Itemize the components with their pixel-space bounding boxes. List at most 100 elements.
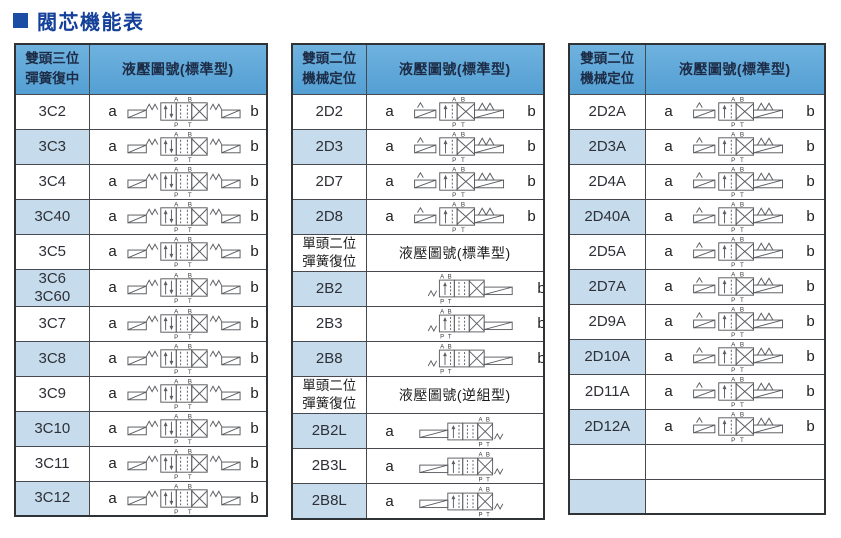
svg-text:A: A bbox=[452, 166, 457, 173]
spool-code-cell: 3C5 bbox=[14, 233, 90, 270]
spool-code-cell: 2D10A bbox=[568, 338, 646, 375]
svg-text:A: A bbox=[731, 236, 736, 243]
spool-code-cell: 2D7 bbox=[291, 163, 367, 200]
svg-text:P: P bbox=[731, 402, 735, 408]
spool-code-cell: 3C8 bbox=[14, 340, 90, 377]
spool-code-cell: 3C9 bbox=[14, 375, 90, 412]
svg-text:T: T bbox=[447, 335, 451, 341]
spool-type-header: 雙頭三位 彈簧復中 bbox=[14, 43, 90, 95]
svg-text:T: T bbox=[486, 512, 490, 518]
side-b-label: b bbox=[250, 350, 259, 367]
side-a-label: a bbox=[664, 348, 673, 365]
svg-text:P: P bbox=[452, 157, 456, 163]
spool-code-cell: 3C12 bbox=[14, 480, 90, 517]
side-b-label: b bbox=[527, 138, 536, 155]
spool-code-cell: 2D12A bbox=[568, 408, 646, 445]
table-row: 3C8 a A B P T b bbox=[14, 340, 268, 377]
spool-code-cell: 3C40 bbox=[14, 198, 90, 235]
valve-3pos-solenoid-spring-centered-icon: A B P T bbox=[126, 412, 242, 445]
spool-code-cell: 2D2 bbox=[291, 93, 367, 130]
diagram-header: 液壓圖號(標準型) bbox=[644, 43, 826, 95]
svg-text:A: A bbox=[731, 376, 736, 383]
side-a-label: a bbox=[108, 455, 117, 472]
svg-text:A: A bbox=[174, 272, 179, 279]
svg-text:P: P bbox=[731, 122, 735, 128]
svg-text:T: T bbox=[486, 477, 490, 483]
side-a-label: a bbox=[664, 103, 673, 120]
side-b-label: b bbox=[806, 383, 815, 400]
diagram-header: 液壓圖號(標準型) bbox=[365, 43, 545, 95]
svg-text:P: P bbox=[174, 298, 178, 304]
svg-text:A: A bbox=[174, 413, 179, 420]
valve-3pos-solenoid-spring-centered-icon: A B P T bbox=[126, 235, 242, 268]
svg-text:B: B bbox=[460, 166, 464, 173]
svg-text:A: A bbox=[452, 131, 457, 138]
svg-text:B: B bbox=[187, 378, 191, 385]
spool-code-cell: 2B3 bbox=[291, 305, 367, 342]
table-row: 3C4 a A B P T b bbox=[14, 163, 268, 200]
side-a-label: a bbox=[108, 350, 117, 367]
svg-text:T: T bbox=[740, 402, 744, 408]
svg-text:T: T bbox=[187, 298, 191, 304]
table-row: 3C40 a A B P T b bbox=[14, 198, 268, 235]
svg-text:T: T bbox=[740, 192, 744, 198]
side-b-label: b bbox=[250, 385, 259, 402]
svg-text:P: P bbox=[731, 227, 735, 233]
svg-text:B: B bbox=[187, 131, 191, 138]
svg-text:T: T bbox=[740, 227, 744, 233]
svg-text:P: P bbox=[731, 437, 735, 443]
side-a-label: a bbox=[385, 173, 394, 190]
svg-text:B: B bbox=[187, 272, 191, 279]
side-a-label: a bbox=[385, 208, 394, 225]
side-a-label: a bbox=[385, 492, 394, 510]
side-a-label: a bbox=[664, 208, 673, 225]
side-b-label: b bbox=[250, 279, 259, 296]
table-row bbox=[568, 478, 826, 515]
spool-code-cell: 3C6 3C60 bbox=[14, 268, 90, 307]
diagram-subheader: 液壓圖號(標準型) bbox=[365, 233, 545, 272]
table-row: 3C9 a A B P T b bbox=[14, 375, 268, 412]
svg-text:B: B bbox=[187, 201, 191, 208]
spool-code-cell: 2B8 bbox=[291, 340, 367, 377]
side-b-label: b bbox=[250, 173, 259, 190]
svg-text:T: T bbox=[187, 439, 191, 445]
svg-text:P: P bbox=[174, 227, 178, 233]
svg-text:T: T bbox=[187, 262, 191, 268]
svg-text:T: T bbox=[740, 122, 744, 128]
section-header-row: 單頭二位 彈簧復位 液壓圖號(標準型) bbox=[291, 233, 545, 272]
svg-text:A: A bbox=[174, 96, 179, 103]
side-b-label: b bbox=[529, 350, 543, 367]
svg-text:P: P bbox=[174, 157, 178, 163]
svg-text:B: B bbox=[739, 166, 743, 173]
valve-3pos-solenoid-spring-centered-icon: A B P T bbox=[126, 165, 242, 198]
side-a-label: a bbox=[664, 313, 673, 330]
svg-text:A: A bbox=[731, 166, 736, 173]
side-b-label: b bbox=[250, 455, 259, 472]
table-row: 3C3 a A B P T b bbox=[14, 128, 268, 165]
svg-text:P: P bbox=[174, 474, 178, 480]
side-b-label: b bbox=[527, 173, 536, 190]
